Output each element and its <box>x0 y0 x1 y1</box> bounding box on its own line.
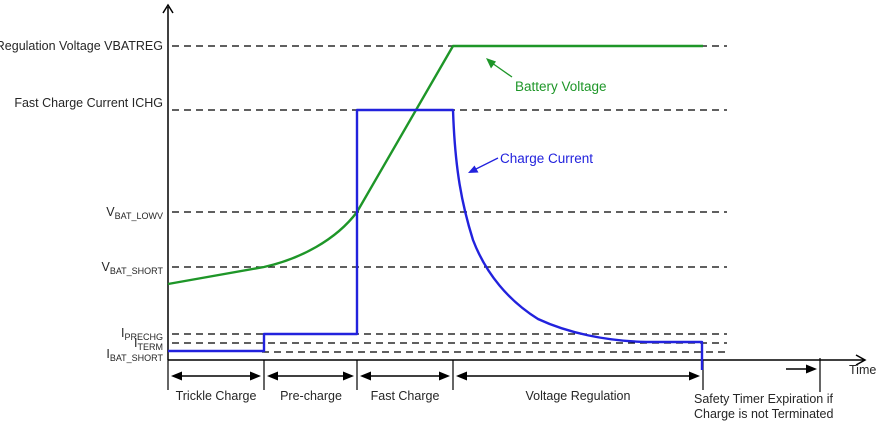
ibat-short-label: IBAT_SHORT <box>106 347 163 363</box>
safety-note-line1: Safety Timer Expiration if <box>694 392 833 406</box>
axes <box>162 3 867 366</box>
battery-voltage-curve-label: Battery Voltage <box>515 79 607 94</box>
safety-timer-arrow <box>786 364 817 374</box>
trickle-span-arrow <box>171 371 261 381</box>
charge-current-curve <box>168 108 704 370</box>
charge-current-curve-label: Charge Current <box>500 151 593 166</box>
phase-label-voltage-regulation: Voltage Regulation <box>526 389 631 403</box>
reference-level-lines <box>172 45 727 353</box>
phase-span-arrows <box>171 364 817 381</box>
phase-label-fast-charge: Fast Charge <box>371 389 440 403</box>
x-axis-arrow-icon <box>855 354 867 366</box>
battery-voltage-curve <box>167 44 703 286</box>
vbatreg-label: Regulation Voltage VBATREG <box>0 39 163 53</box>
fastcharge-span-arrow <box>360 371 450 381</box>
precharge-span-arrow <box>267 371 354 381</box>
iprechg-label: IPRECHG <box>121 326 163 342</box>
safety-note-line2: Charge is not Terminated <box>694 407 833 421</box>
voltreg-span-arrow <box>456 371 700 381</box>
phase-label-trickle-charge: Trickle Charge <box>176 389 257 403</box>
vbat-lowv-label: VBAT_LOWV <box>106 205 163 221</box>
vbat-short-label: VBAT_SHORT <box>101 260 163 276</box>
ichg-label: Fast Charge Current ICHG <box>14 96 163 110</box>
iterm-label: ITERM <box>134 336 163 352</box>
charge-current-annotation-arrow <box>468 157 499 173</box>
y-axis-arrow-icon <box>162 3 174 14</box>
phase-label-pre-charge: Pre-charge <box>280 389 342 403</box>
battery-voltage-annotation-arrow <box>486 58 513 78</box>
phase-boundary-ticks <box>167 358 821 392</box>
time-axis-label: Time <box>849 363 876 377</box>
